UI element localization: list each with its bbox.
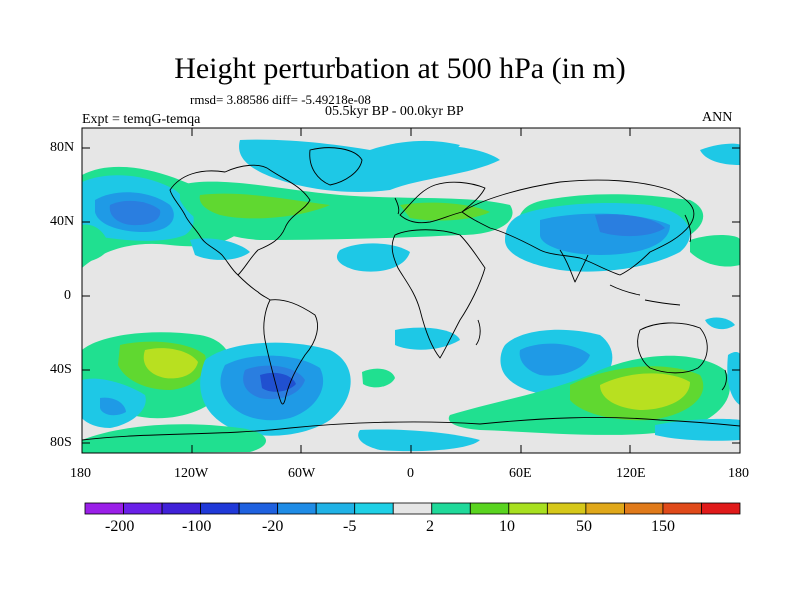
contour-fill bbox=[358, 429, 480, 452]
contour-fill bbox=[519, 343, 590, 376]
expt-label: Expt = temqG-temqa bbox=[82, 112, 201, 127]
stats-line: rmsd= 3.88586 diff= -5.49218e-08 bbox=[190, 92, 371, 107]
lon-tick-label: 120W bbox=[174, 466, 209, 481]
contour-fill bbox=[109, 200, 161, 226]
coastlines bbox=[82, 147, 740, 441]
contour-fill bbox=[727, 351, 740, 405]
period-label: 05.5kyr BP - 00.0kyr BP bbox=[325, 104, 464, 119]
lon-tick-label: 60E bbox=[509, 466, 532, 481]
contour-fill bbox=[595, 214, 665, 237]
lat-tick-label: 40S bbox=[50, 362, 72, 377]
contour-fill bbox=[705, 317, 735, 330]
contour-fill bbox=[199, 193, 330, 219]
map-title: Height perturbation at 500 hPa (in m) bbox=[174, 52, 626, 85]
lat-tick-label: 40N bbox=[50, 214, 75, 229]
colorbar-label: -100 bbox=[182, 518, 212, 535]
colorbar-label: -20 bbox=[262, 518, 284, 535]
contour-fill bbox=[600, 373, 690, 410]
colorbar-label: 2 bbox=[426, 518, 434, 535]
contour-fill bbox=[82, 424, 267, 453]
lon-tick-label: 60W bbox=[288, 466, 316, 481]
colorbar-label: 150 bbox=[651, 518, 675, 535]
colorbar-label: 10 bbox=[499, 518, 515, 535]
contour-fill bbox=[82, 224, 109, 262]
contour-fill bbox=[143, 348, 198, 379]
colorbar-label: 50 bbox=[576, 518, 592, 535]
lon-tick-label: 180 bbox=[728, 466, 749, 481]
lat-tick-label: 0 bbox=[64, 288, 71, 303]
contour-fill bbox=[100, 397, 126, 416]
contour-fill bbox=[336, 243, 410, 272]
contour-fill bbox=[700, 143, 740, 165]
season-label: ANN bbox=[702, 110, 733, 125]
lat-tick-label: 80S bbox=[50, 435, 72, 450]
colorbar-label: -5 bbox=[343, 518, 357, 535]
lat-tick-label: 80N bbox=[50, 140, 75, 155]
contour-fill bbox=[370, 140, 460, 159]
contour-fill bbox=[260, 372, 296, 392]
contour-fill bbox=[690, 235, 740, 267]
lon-tick-label: 0 bbox=[407, 466, 414, 481]
lon-tick-label: 120E bbox=[616, 466, 646, 481]
colorbar-label: -200 bbox=[105, 518, 135, 535]
lon-tick-label: 180 bbox=[70, 466, 91, 481]
contour-fill bbox=[190, 238, 250, 260]
axis-ticks bbox=[81, 128, 741, 453]
contour-fill bbox=[362, 368, 395, 388]
contour-fill bbox=[395, 327, 460, 350]
